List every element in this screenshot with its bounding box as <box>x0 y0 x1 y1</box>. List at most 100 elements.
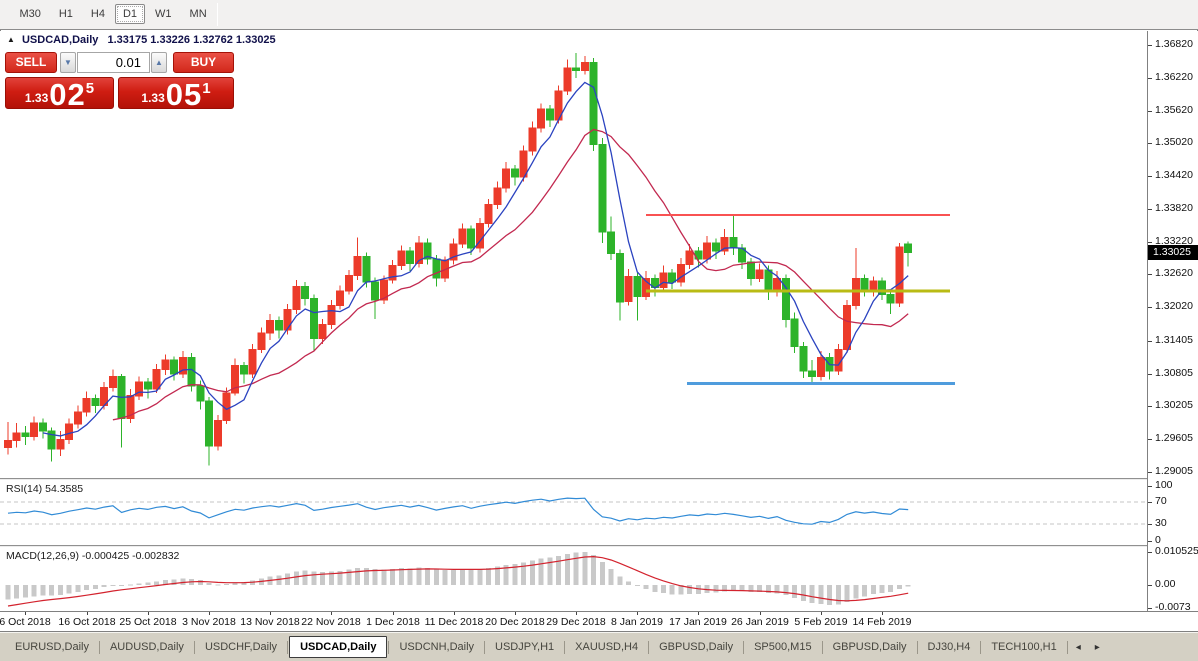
date-axis[interactable]: 6 Oct 2018 16 Oct 2018 25 Oct 2018 3 Nov 20… <box>0 611 1198 631</box>
macd-histogram-bar <box>730 585 736 591</box>
timeframe-button-w1[interactable]: W1 <box>155 8 172 20</box>
rsi-pane[interactable] <box>0 481 1147 545</box>
price-tick-label: 1.33820 <box>1155 202 1193 214</box>
chart-tab-xauusd-h4[interactable]: XAUUSD,H4 <box>575 641 639 653</box>
date-tick-mark <box>148 612 149 615</box>
volume-decrease-icon[interactable]: ▼ <box>60 52 76 73</box>
chart-tab-usdjpy-h1[interactable]: USDJPY,H1 <box>495 641 555 653</box>
candle <box>205 396 213 466</box>
macd-histogram-bar <box>119 585 125 586</box>
window-border-bottom <box>0 631 1198 632</box>
volume-input[interactable] <box>77 52 150 73</box>
chart-tab-usdchf-daily[interactable]: USDCHF,Daily <box>204 641 278 653</box>
price-tick-label: 1.32620 <box>1155 267 1193 279</box>
date-tick-label: 29 Dec 2018 <box>546 616 606 628</box>
tabs-scroll-left-icon[interactable]: ◂ <box>1075 641 1081 653</box>
sell-button[interactable]: SELL <box>5 52 57 73</box>
timeframe-button-mn[interactable]: MN <box>189 8 207 20</box>
candle <box>895 242 904 308</box>
candle <box>781 274 790 328</box>
tab-separator <box>287 640 289 654</box>
price-tick-mark <box>1148 45 1152 46</box>
pane-divider[interactable] <box>0 478 1198 481</box>
chart-tab-usdcad-daily[interactable]: USDCAD,Daily <box>289 636 388 658</box>
price-axis[interactable]: 1.33025 1.36820 1.36220 1.35620 1.35020 1.34… <box>1147 31 1198 613</box>
candle <box>240 361 248 384</box>
chart-tab-gbpusd-daily[interactable]: GBPUSD,Daily <box>832 641 907 653</box>
candle <box>799 342 808 379</box>
timeframe-button-h4[interactable]: H4 <box>90 8 105 20</box>
sell-price-pip: 5 <box>85 80 95 97</box>
macd-chart[interactable] <box>0 548 1147 611</box>
candle <box>30 416 39 441</box>
candle <box>274 316 283 339</box>
pane-divider[interactable] <box>0 545 1198 548</box>
candle <box>790 312 799 354</box>
date-tick-mark <box>882 612 883 615</box>
timeframe-button-h1[interactable]: H1 <box>58 8 73 20</box>
candle <box>729 216 738 255</box>
candle <box>668 269 677 290</box>
chart-ohlc-quote: 1.33175 1.33226 1.32762 1.33025 <box>107 34 276 46</box>
chart-tab-usdcnh-daily[interactable]: USDCNH,Daily <box>399 641 475 653</box>
candle <box>231 358 240 396</box>
macd-histogram-bar <box>154 581 160 585</box>
date-tick-mark <box>454 612 455 615</box>
macd-histogram-bar <box>75 585 81 592</box>
rsi-tick-label: 70 <box>1155 495 1167 507</box>
candle <box>677 258 685 287</box>
candle <box>825 353 834 380</box>
sell-price-button[interactable]: 1.33 02 5 <box>5 77 114 110</box>
macd-histogram-bar <box>197 580 203 585</box>
timeframe-button-m30[interactable]: M30 <box>19 8 41 20</box>
price-tick-label: 1.30805 <box>1155 367 1193 379</box>
tabs-scroll-right-icon[interactable]: ▸ <box>1094 641 1100 653</box>
buy-price-button[interactable]: 1.33 05 1 <box>118 77 234 110</box>
candle <box>843 300 851 354</box>
macd-histogram-bar <box>599 562 605 585</box>
candle <box>755 263 764 283</box>
chart-tab-dj30-h4[interactable]: DJ30,H4 <box>927 641 971 653</box>
macd-histogram-bar <box>92 585 98 589</box>
macd-histogram-bar <box>14 585 20 599</box>
macd-histogram-bar <box>23 585 28 598</box>
macd-histogram-bar <box>442 570 448 585</box>
candle <box>711 238 720 260</box>
candlestick-chart[interactable] <box>0 31 1147 478</box>
macd-histogram-bar <box>774 585 780 594</box>
tab-separator <box>484 640 486 654</box>
chart-tab-gbpusd-daily[interactable]: GBPUSD,Daily <box>659 641 734 653</box>
candle <box>834 343 843 375</box>
candle <box>353 237 362 280</box>
price-tick-label: 1.35020 <box>1155 136 1193 148</box>
candle <box>4 421 12 455</box>
macd-histogram-bar <box>293 571 299 585</box>
volume-increase-icon[interactable]: ▲ <box>151 52 167 73</box>
chart-tab-tech100-h1[interactable]: TECH100,H1 <box>991 641 1057 653</box>
price-tick-label: 1.36820 <box>1155 38 1193 50</box>
rsi-tick-label: 30 <box>1155 517 1167 529</box>
candle <box>519 145 528 182</box>
tab-separator <box>821 640 823 654</box>
collapse-panel-icon[interactable]: ▲ <box>7 35 15 44</box>
macd-label: MACD(12,26,9) -0.000425 -0.002832 <box>6 550 180 562</box>
macd-histogram-bar <box>652 585 658 592</box>
chart-tab-sp500-m15[interactable]: SP500,M15 <box>754 641 812 653</box>
macd-pane[interactable] <box>0 548 1147 611</box>
candle <box>117 373 126 448</box>
candle <box>808 360 817 383</box>
chart-tab-audusd-daily[interactable]: AUDUSD,Daily <box>109 641 184 653</box>
price-tick-label: 1.36220 <box>1155 71 1193 83</box>
timeframe-toolbar: M30 H1 H4 D1 W1 MN <box>0 0 1198 30</box>
macd-histogram-bar <box>468 569 474 585</box>
timeframe-button-d1[interactable]: D1 <box>114 4 146 24</box>
macd-histogram-bar <box>486 568 492 585</box>
macd-histogram-bar <box>311 571 317 585</box>
rsi-chart[interactable] <box>0 481 1147 545</box>
chart-tab-eurusd-daily[interactable]: EURUSD,Daily <box>15 641 89 653</box>
macd-histogram-bar <box>713 585 719 593</box>
date-tick-label: 26 Jan 2019 <box>731 616 789 628</box>
candle <box>589 58 598 151</box>
macd-tick-label: 0.010525 <box>1155 545 1198 557</box>
buy-button[interactable]: BUY <box>173 52 234 73</box>
